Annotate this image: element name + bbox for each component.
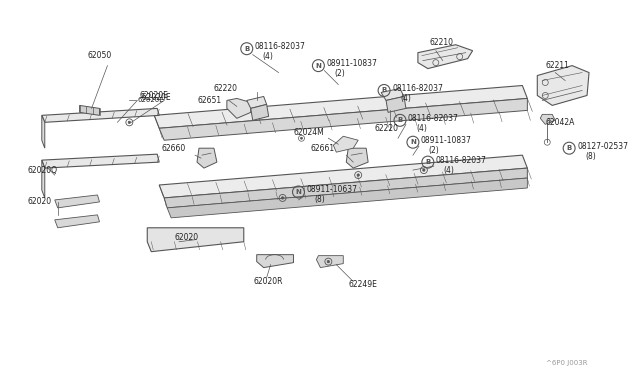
Text: B: B <box>397 117 403 124</box>
Circle shape <box>327 260 330 263</box>
Polygon shape <box>159 155 527 198</box>
Polygon shape <box>42 108 159 122</box>
Polygon shape <box>333 136 358 152</box>
Polygon shape <box>346 148 368 168</box>
Polygon shape <box>386 96 406 112</box>
Text: 62651: 62651 <box>197 96 221 105</box>
Text: 62220: 62220 <box>374 124 398 133</box>
Text: 62020: 62020 <box>174 233 198 242</box>
Text: 62050: 62050 <box>88 51 112 60</box>
Text: 62042A: 62042A <box>545 118 575 127</box>
Text: 62249E: 62249E <box>348 280 377 289</box>
Text: 62024M: 62024M <box>294 128 324 137</box>
Polygon shape <box>42 160 45 198</box>
Polygon shape <box>381 89 404 100</box>
Text: B: B <box>244 46 250 52</box>
Polygon shape <box>167 178 527 218</box>
Text: B: B <box>425 159 431 165</box>
Polygon shape <box>164 168 527 208</box>
Polygon shape <box>55 215 99 228</box>
Polygon shape <box>197 148 217 168</box>
Polygon shape <box>540 114 556 124</box>
Text: N: N <box>410 139 416 145</box>
Text: 62220: 62220 <box>214 84 238 93</box>
Polygon shape <box>159 99 527 140</box>
Text: (4): (4) <box>400 94 411 103</box>
Polygon shape <box>79 105 99 115</box>
Text: -62020E: -62020E <box>140 93 171 102</box>
Polygon shape <box>538 65 589 105</box>
Text: (2): (2) <box>334 69 345 78</box>
Circle shape <box>357 174 360 176</box>
Polygon shape <box>316 256 343 267</box>
Circle shape <box>301 137 303 139</box>
Text: N: N <box>296 189 301 195</box>
Circle shape <box>282 197 284 199</box>
Text: 08116-82037: 08116-82037 <box>408 114 459 123</box>
Polygon shape <box>55 195 99 208</box>
Polygon shape <box>154 86 527 128</box>
Text: 62020Q: 62020Q <box>28 166 58 174</box>
Polygon shape <box>227 99 251 118</box>
Text: 62020E: 62020E <box>138 97 164 103</box>
Circle shape <box>128 121 131 124</box>
Polygon shape <box>251 105 269 120</box>
Text: (4): (4) <box>262 52 273 61</box>
Text: 08116-82037: 08116-82037 <box>436 155 486 165</box>
Polygon shape <box>42 154 159 168</box>
Text: B: B <box>381 87 387 93</box>
Text: 62661: 62661 <box>310 144 335 153</box>
Text: 62211: 62211 <box>545 61 569 70</box>
Text: (4): (4) <box>416 124 427 133</box>
Text: (2): (2) <box>429 146 440 155</box>
Text: 08911-10837: 08911-10837 <box>421 136 472 145</box>
Text: 08116-82037: 08116-82037 <box>392 84 443 93</box>
Circle shape <box>422 169 425 171</box>
Text: 08127-02537: 08127-02537 <box>577 142 628 151</box>
Text: 62020E: 62020E <box>140 91 168 100</box>
Text: 62020R: 62020R <box>253 277 284 286</box>
Text: 62210: 62210 <box>430 38 454 47</box>
Text: 08116-82037: 08116-82037 <box>255 42 305 51</box>
Polygon shape <box>147 228 244 252</box>
Text: (8): (8) <box>314 195 325 205</box>
Text: 08911-10837: 08911-10837 <box>326 59 377 68</box>
Polygon shape <box>257 255 294 267</box>
Text: N: N <box>316 62 321 68</box>
Polygon shape <box>247 96 267 108</box>
Polygon shape <box>42 115 45 148</box>
Text: B: B <box>566 145 572 151</box>
Text: 62020: 62020 <box>28 198 52 206</box>
Text: 62660: 62660 <box>161 144 186 153</box>
Polygon shape <box>418 45 472 68</box>
Text: (8): (8) <box>585 152 596 161</box>
Text: (4): (4) <box>444 166 454 174</box>
Text: 08911-10637: 08911-10637 <box>307 186 358 195</box>
Text: ^6P0 J003R: ^6P0 J003R <box>545 360 587 366</box>
